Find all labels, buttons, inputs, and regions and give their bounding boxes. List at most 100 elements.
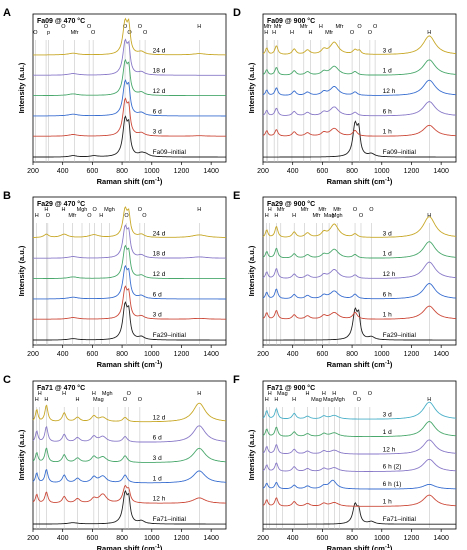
panel-e-x-tick-label: 1400 bbox=[433, 351, 449, 358]
panel-a-x-tick-label: 600 bbox=[87, 168, 99, 175]
panel-e-trace bbox=[262, 305, 457, 320]
panel-f-trace bbox=[262, 458, 457, 472]
panel-b-peak-label: Mfr bbox=[68, 213, 76, 219]
panel-c-peak-label: O bbox=[123, 397, 128, 403]
panel-e-peak-label: H bbox=[292, 213, 296, 219]
panel-a-peak-label: Mfr bbox=[71, 30, 79, 36]
panel-a-peak-label: O bbox=[123, 24, 128, 30]
panel-a-trace bbox=[32, 38, 226, 76]
panel-d-trace bbox=[262, 59, 457, 76]
panel-a-peak-label: O bbox=[138, 24, 143, 30]
panel-a-x-axis-label: Raman shift (cm-1) bbox=[97, 177, 163, 186]
panel-f-trace-label: Fa71–initial bbox=[383, 516, 417, 523]
panel-c-peak-label: H bbox=[44, 397, 48, 403]
panel-b-trace bbox=[32, 224, 227, 259]
panel-d-peak-label: H bbox=[309, 30, 313, 36]
panel-f-trace-label: 12 h bbox=[383, 446, 396, 453]
panel-f-peak-label: H bbox=[274, 397, 278, 403]
panel-a-trace bbox=[33, 79, 226, 117]
panel-d-trace bbox=[262, 101, 456, 117]
panel-b-peak-label: O bbox=[142, 213, 147, 219]
panel-e-peak-label: Mfr bbox=[277, 207, 285, 213]
panel-f-peak-label: O bbox=[353, 391, 358, 397]
panel-c-peak-label: H bbox=[92, 391, 96, 397]
panel-f-peak-label: H bbox=[265, 397, 269, 403]
panel-c-letter: C bbox=[3, 374, 11, 386]
panel-b-x-tick-label: 400 bbox=[57, 351, 69, 358]
panel-a-trace-label: 6 d bbox=[153, 108, 162, 115]
panel-f-trace-label: 1 d bbox=[383, 429, 392, 436]
panel-c-trace-label: 12 h bbox=[153, 496, 166, 503]
panel-a-peak-label: O bbox=[91, 30, 96, 36]
panel-d-peak-label: O bbox=[350, 30, 355, 36]
panel-d-peak-label: O bbox=[368, 30, 373, 36]
panel-b-peak-label: O bbox=[124, 213, 129, 219]
panel-a-trace-label: 18 d bbox=[153, 68, 166, 75]
panel-a-title: Fa09 @ 470 °C bbox=[37, 17, 85, 25]
panel-a-x-tick-label: 1400 bbox=[203, 168, 219, 175]
panel-e-trace-label: Fa29–initial bbox=[383, 332, 417, 339]
panel-b-peak-label: O bbox=[87, 213, 92, 219]
panel-e-peak-label: H bbox=[268, 207, 272, 213]
panel-e-trace bbox=[262, 261, 457, 279]
panel-c-peak-label: O bbox=[127, 391, 132, 397]
panel-a-x-tick-label: 400 bbox=[57, 168, 69, 175]
panel-d-peak-label: Mfr bbox=[300, 24, 308, 30]
panel-e-peak-label: H bbox=[265, 213, 269, 219]
panel-d-y-axis-label: Intensity (a.u.) bbox=[247, 62, 256, 113]
panel-a-trace-label: 12 d bbox=[153, 88, 166, 95]
panel-d-trace bbox=[262, 35, 457, 55]
panel-a-peak-label: O bbox=[44, 24, 49, 30]
panel-d-x-tick-label: 1200 bbox=[404, 168, 420, 175]
panel-d-letter: D bbox=[233, 7, 241, 19]
panel-f-trace bbox=[262, 401, 457, 420]
panel-b-trace-label: 18 d bbox=[153, 251, 166, 258]
panel-c-peak-label: H bbox=[76, 397, 80, 403]
panel-e-trace bbox=[262, 283, 457, 300]
panel-d-peak-label: O bbox=[373, 24, 378, 30]
panel-e-peak-label: O bbox=[369, 207, 374, 213]
panel-c-peak-label: O bbox=[138, 397, 143, 403]
panel-a-trace-label: 24 d bbox=[153, 47, 166, 54]
panel-b-trace-label: 24 d bbox=[153, 230, 166, 237]
panel-e-trace bbox=[262, 216, 457, 238]
panel-a-peak-label: H bbox=[197, 24, 201, 30]
panel-a-x-tick-label: 800 bbox=[116, 168, 128, 175]
panel-a-peak-label: O bbox=[61, 24, 66, 30]
panel-f-frame bbox=[262, 380, 457, 530]
panel-f-peak-label: O bbox=[368, 391, 373, 397]
panel-b-x-axis-label: Raman shift (cm-1) bbox=[97, 360, 163, 369]
panel-c-trace bbox=[32, 484, 226, 504]
panel-a-trace bbox=[33, 115, 226, 158]
panel-c-trace bbox=[32, 447, 226, 463]
panel-f-peak-label: Mag bbox=[323, 397, 334, 403]
panel-f-peak-label: H bbox=[332, 391, 336, 397]
panel-d-trace-label: 6 h bbox=[383, 108, 392, 115]
panel-a-trace bbox=[33, 58, 226, 97]
panel-e-x-axis-label: Raman shift (cm-1) bbox=[327, 360, 393, 369]
panel-f-trace bbox=[263, 502, 456, 525]
panel-f-peak-label: Mgh bbox=[334, 397, 345, 403]
panel-f-x-axis-label: Raman shift (cm-1) bbox=[327, 544, 393, 550]
panel-c-y-axis-label: Intensity (a.u.) bbox=[17, 429, 26, 480]
panel-c-trace bbox=[32, 425, 226, 443]
panel-f-peak-label: H bbox=[427, 397, 431, 403]
panel-b-x-tick-label: 1200 bbox=[174, 351, 190, 358]
panel-c-trace-label: 6 d bbox=[153, 435, 162, 442]
panel-d-peak-label: Mfr bbox=[274, 24, 282, 30]
panel-b-peak-label: H bbox=[99, 213, 103, 219]
panel-e-trace bbox=[263, 307, 456, 341]
panel-e-x-tick-label: 1000 bbox=[374, 351, 390, 358]
panel-d-title: Fa09 @ 900 °C bbox=[267, 17, 315, 25]
panel-f-trace-label: 1 h bbox=[383, 499, 392, 506]
panel-a-peak-label: O bbox=[87, 24, 92, 30]
panel-c-trace bbox=[33, 490, 226, 525]
panel-e-x-tick-label: 200 bbox=[257, 351, 269, 358]
panel-d-trace bbox=[262, 79, 456, 96]
panel-b-peak-label: H bbox=[44, 207, 48, 213]
panel-b-trace-label: 3 d bbox=[153, 312, 162, 319]
panel-b-x-tick-label: 200 bbox=[27, 351, 39, 358]
panel-b-x-tick-label: 1000 bbox=[144, 351, 160, 358]
panel-b-trace-label: Fa29–initial bbox=[153, 332, 187, 339]
panel-b-x-tick-label: 600 bbox=[87, 351, 99, 358]
